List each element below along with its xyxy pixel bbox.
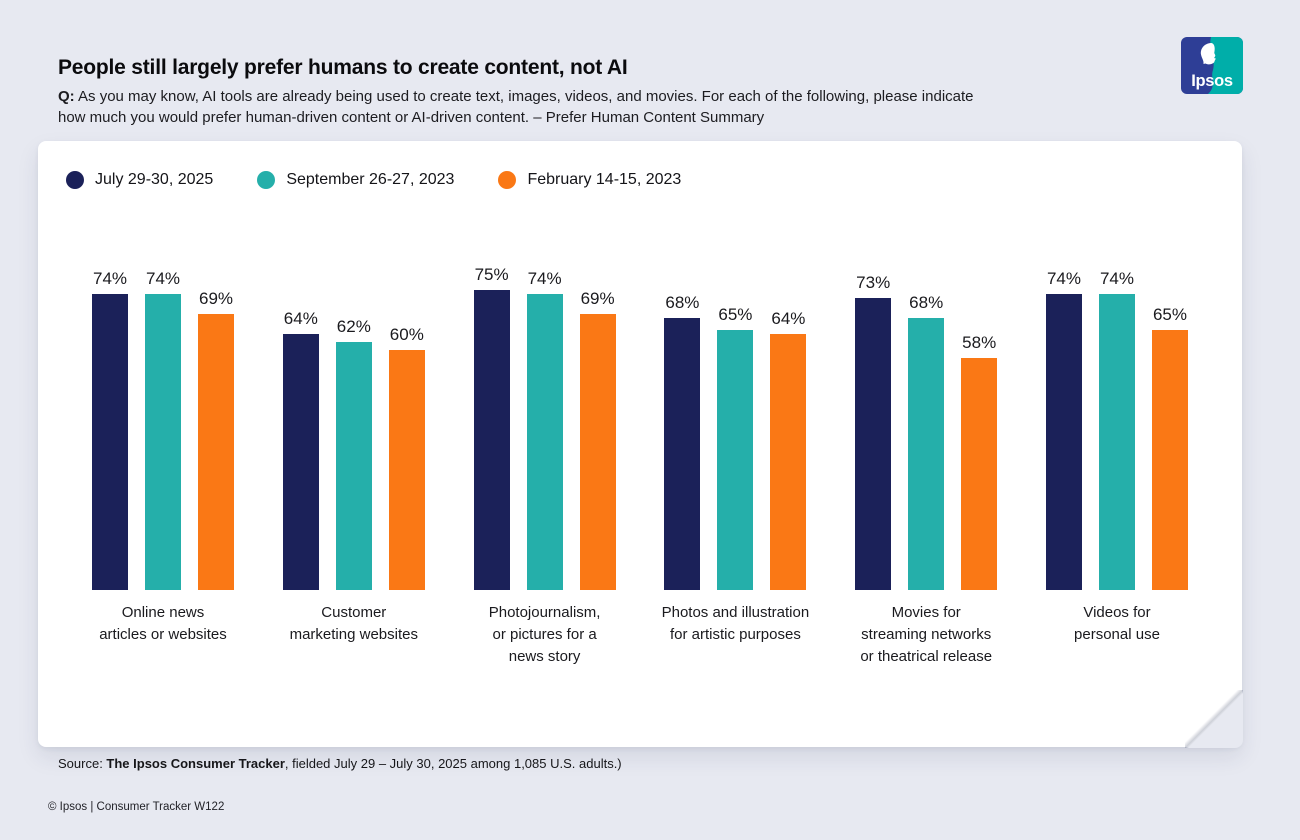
category-label: Videos for personal use <box>1074 604 1160 643</box>
bar <box>1098 294 1135 590</box>
bar-column: 68% <box>908 293 945 590</box>
bar-cluster: 74% 74% 65% <box>1045 250 1188 590</box>
legend-item-0: July 29-30, 2025 <box>66 171 213 189</box>
bar-column: 75% <box>473 265 510 590</box>
bar-column: 60% <box>388 325 425 590</box>
bar <box>526 294 563 590</box>
legend-item-1: September 26-27, 2023 <box>257 171 454 189</box>
bar-cluster: 73% 68% 58% <box>855 250 998 590</box>
bar-column: 65% <box>717 305 754 590</box>
value-label: 58% <box>962 333 997 352</box>
bar-column: 74% <box>526 269 563 590</box>
legend-label: July 29-30, 2025 <box>95 171 214 188</box>
source-name: The Ipsos Consumer Tracker <box>106 756 285 771</box>
bar <box>473 290 510 590</box>
bar-cluster: 64% 62% 60% <box>282 250 425 590</box>
value-label: 65% <box>1152 305 1187 324</box>
value-label: 75% <box>474 265 509 284</box>
bar-column: 64% <box>770 309 807 590</box>
bar-group-5: 74% 74% 65% Videos for personal use <box>1045 250 1188 668</box>
legend-label: September 26-27, 2023 <box>286 171 455 188</box>
ipsos-logo-icon: Ipsos <box>1181 37 1243 94</box>
svg-text:Ipsos: Ipsos <box>1191 72 1233 90</box>
bar-group-0: 74% 74% 69% Online news articles or website… <box>92 250 234 668</box>
bar <box>717 330 754 590</box>
bar-cluster: 74% 74% 69% <box>92 250 234 590</box>
bar <box>770 334 807 590</box>
bar-column: 68% <box>664 293 701 590</box>
page-title: People still largely prefer humans to cr… <box>58 56 628 79</box>
value-label: 65% <box>718 305 753 324</box>
category-label: Photos and illustration for artistic pur… <box>661 604 810 643</box>
bar-column: 58% <box>961 333 998 590</box>
value-label: 68% <box>665 293 700 312</box>
question-text: As you may know, AI tools are already be… <box>58 88 974 126</box>
value-label: 74% <box>145 269 181 288</box>
value-label: 74% <box>1099 269 1134 288</box>
value-label: 69% <box>198 289 234 308</box>
bar <box>961 358 998 590</box>
bar <box>92 294 128 590</box>
value-label: 74% <box>92 269 128 288</box>
bar <box>1151 330 1188 590</box>
bar-column: 73% <box>855 273 892 590</box>
category-label: Online news articles or websites <box>99 604 227 643</box>
bar-group-4: 73% 68% 58% Movies for streaming networks o… <box>855 250 998 668</box>
legend-dot-icon <box>257 171 276 189</box>
legend-dot-icon <box>498 171 517 189</box>
bar-group-2: 75% 74% 69% Photojournalism, or pictures fo… <box>473 250 616 668</box>
report-header: People still largely prefer humans to cr… <box>58 56 1158 128</box>
bar <box>908 318 945 590</box>
bar-cluster: 75% 74% 69% <box>473 250 616 590</box>
legend-dot-icon <box>66 171 84 189</box>
source-prefix: Source: <box>58 756 107 771</box>
card-folded-corner <box>1185 690 1243 748</box>
value-label: 64% <box>771 309 806 328</box>
bar <box>664 318 701 590</box>
value-label: 74% <box>527 269 562 288</box>
category-label: Customer marketing websites <box>289 604 418 643</box>
bar-column: 69% <box>579 289 616 590</box>
bar <box>335 342 372 590</box>
bar-column: 74% <box>92 269 128 590</box>
value-label: 64% <box>283 309 318 328</box>
bar <box>145 294 181 590</box>
value-label: 69% <box>580 289 615 308</box>
bar-column: 65% <box>1151 305 1188 590</box>
bar-cluster: 68% 65% 64% <box>664 250 807 590</box>
legend-item-2: February 14-15, 2023 <box>498 171 681 189</box>
chart-card: July 29-30, 2025 September 26-27, 2023 Feb… <box>38 141 1243 748</box>
value-label: 74% <box>1046 269 1081 288</box>
ipsos-logo: Ipsos <box>1181 37 1243 94</box>
category-label: Photojournalism, or pictures for a news … <box>488 604 601 665</box>
value-label: 68% <box>909 293 944 312</box>
bar <box>1045 294 1082 590</box>
bar <box>282 334 319 590</box>
question-prefix: Q: <box>58 88 75 105</box>
bar <box>198 314 234 590</box>
legend-label: February 14-15, 2023 <box>527 171 682 188</box>
value-label: 60% <box>389 325 424 344</box>
bar-column: 69% <box>198 289 234 590</box>
bar <box>579 314 616 590</box>
bar-column: 62% <box>335 317 372 590</box>
copyright-footer: © Ipsos | Consumer Tracker W122 <box>48 801 225 813</box>
source-detail: , fielded July 29 – July 30, 2025 among … <box>284 756 622 771</box>
bar-column: 74% <box>1098 269 1135 590</box>
chart-legend: July 29-30, 2025 September 26-27, 2023 Feb… <box>66 171 681 189</box>
source-note: Source: The Ipsos Consumer Tracker, fiel… <box>58 756 622 771</box>
chart-groups: 74% 74% 69% Online news articles or website… <box>92 250 1188 668</box>
bar-group-3: 68% 65% 64% Photos and illustration for art… <box>662 250 810 668</box>
bar-group-1: 64% 62% 60% Customer marketing websites <box>282 250 425 668</box>
value-label: 62% <box>336 317 371 336</box>
survey-question: Q: As you may know, AI tools are already… <box>58 87 1158 128</box>
bar-column: 74% <box>1045 269 1082 590</box>
value-label: 73% <box>856 273 891 292</box>
bar-column: 74% <box>145 269 181 590</box>
category-label: Movies for streaming networks or theatri… <box>860 604 993 665</box>
bar <box>388 350 425 590</box>
bar <box>855 298 892 590</box>
bar-column: 64% <box>282 309 319 590</box>
